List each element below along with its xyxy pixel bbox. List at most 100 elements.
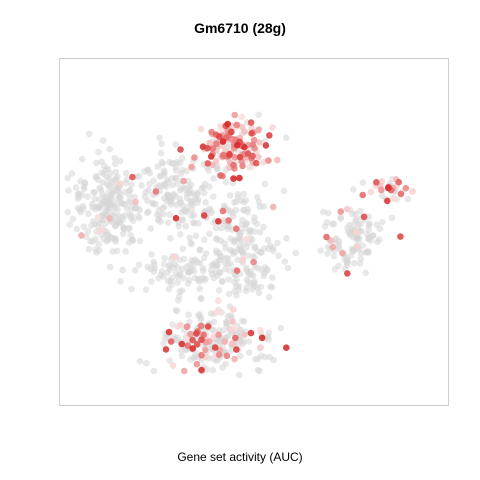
scatter-point-active (232, 334, 239, 342)
scatter-point (357, 207, 364, 215)
scatter-point (191, 274, 199, 282)
scatter-point (119, 200, 126, 207)
scatter-point-active (402, 184, 410, 192)
scatter-point (64, 174, 72, 182)
scatter-point-active (390, 195, 397, 202)
scatter-point (240, 318, 248, 325)
scatter-point (359, 179, 367, 186)
scatter-point (147, 225, 154, 232)
scatter-point-active (265, 157, 272, 164)
scatter-point (210, 193, 217, 200)
scatter-point-active (230, 306, 237, 313)
scatter-point (227, 260, 234, 268)
scatter-point-active (207, 153, 215, 160)
scatter-point-active (215, 331, 222, 339)
scatter-point (188, 266, 195, 274)
scatter-point-active (353, 228, 361, 236)
scatter-point (281, 258, 289, 265)
scatter-point (274, 239, 281, 247)
scatter-point-active (189, 336, 196, 344)
scatter-point-active (224, 120, 231, 128)
scatter-point (213, 236, 221, 243)
scatter-point (227, 246, 234, 254)
scatter-point (168, 281, 175, 288)
scatter-point (388, 214, 396, 222)
scatter-point (135, 173, 143, 180)
scatter-point-active (252, 159, 260, 167)
scatter-point (160, 203, 168, 211)
scatter-point (220, 202, 228, 209)
scatter-point (254, 247, 261, 255)
scatter-point (113, 200, 121, 207)
scatter-point (98, 169, 105, 176)
scatter-point (231, 199, 238, 206)
scatter-point (243, 266, 250, 274)
scatter-point-active (223, 352, 231, 360)
scatter-point (155, 182, 163, 189)
scatter-point (148, 278, 155, 285)
scatter-point (249, 286, 256, 293)
scatter-point (225, 276, 232, 283)
scatter-point (226, 192, 234, 199)
scatter-point (243, 284, 250, 291)
scatter-point (164, 219, 172, 226)
scatter-point-active (216, 133, 223, 140)
scatter-point (226, 141, 233, 148)
scatter-point-active (198, 336, 205, 344)
scatter-point (267, 283, 274, 290)
scatter-point (147, 265, 155, 273)
scatter-point (178, 352, 186, 360)
scatter-point (117, 278, 124, 285)
scatter-point-active (217, 172, 224, 179)
scatter-point-active (360, 213, 368, 221)
scatter-point (184, 280, 192, 287)
scatter-point (255, 198, 263, 206)
scatter-point (210, 175, 217, 182)
scatter-point (158, 158, 165, 166)
scatter-point (255, 111, 262, 119)
scatter-point (157, 150, 165, 157)
scatter-point (145, 208, 152, 215)
scatter-point (95, 240, 102, 248)
scatter-point (215, 287, 223, 294)
scatter-point-active (94, 213, 102, 221)
scatter-point (209, 366, 217, 374)
scatter-point (269, 274, 276, 281)
scatter-point (239, 249, 247, 256)
scatter-point (85, 245, 93, 253)
scatter-point (208, 209, 216, 216)
scatter-point (101, 193, 108, 200)
scatter-point (99, 137, 107, 144)
scatter-point (106, 145, 113, 153)
scatter-point (108, 196, 116, 203)
scatter-point (85, 210, 92, 217)
scatter-point-active (228, 128, 235, 136)
scatter-point (376, 236, 383, 243)
scatter-point (155, 274, 162, 282)
scatter-point (201, 236, 208, 244)
scatter-point (224, 255, 232, 262)
scatter-point (260, 272, 267, 280)
scatter-point (79, 155, 86, 163)
scatter-point (223, 320, 230, 328)
scatter-point (180, 274, 187, 282)
scatter-point (111, 154, 119, 162)
scatter-point (85, 130, 93, 138)
scatter-point-active (257, 326, 264, 334)
scatter-point-active (228, 326, 235, 333)
scatter-point (214, 261, 221, 269)
scatter-point-active (236, 153, 244, 161)
scatter-point (194, 259, 202, 266)
scatter-point-active (229, 340, 236, 347)
scatter-point (131, 193, 138, 201)
scatter-point (138, 182, 145, 189)
scatter-point (186, 234, 193, 242)
scatter-point (356, 260, 364, 267)
scatter-point (144, 197, 151, 204)
scatter-point-active (257, 344, 264, 351)
scatter-point-active (177, 321, 184, 329)
scatter-point (72, 184, 80, 191)
scatter-point (184, 203, 191, 211)
scatter-point-active (234, 141, 241, 149)
scatter-point-active (238, 113, 246, 121)
